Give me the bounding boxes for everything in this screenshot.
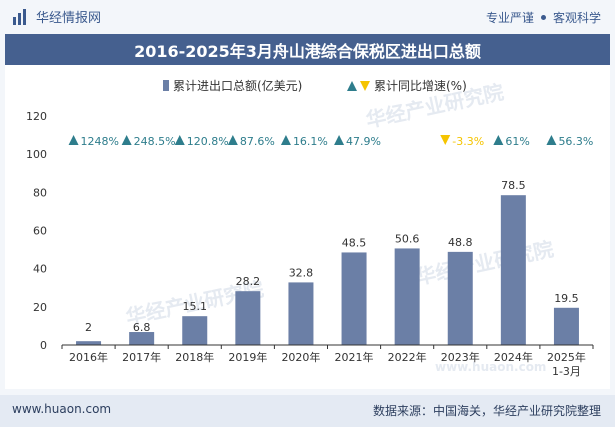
bar bbox=[553, 307, 579, 345]
y-tick-label: 0 bbox=[40, 339, 47, 352]
growth-label: 87.6% bbox=[240, 135, 275, 148]
bar-value-label: 2 bbox=[85, 321, 92, 334]
bar-value-label: 15.1 bbox=[183, 300, 208, 313]
footer-url[interactable]: www.huaon.com bbox=[12, 402, 112, 416]
growth-down-triangle-icon bbox=[440, 135, 451, 145]
bar bbox=[182, 316, 208, 345]
bar-value-label: 48.8 bbox=[448, 236, 473, 249]
bar bbox=[288, 282, 314, 345]
y-tick-label: 40 bbox=[33, 263, 47, 276]
x-tick-label: 2019年 bbox=[228, 350, 267, 364]
x-axis: 2016年 2017年 2018年 2019年 2020年 2021年 2022年 2023年… bbox=[61, 344, 594, 378]
y-tick-label: 80 bbox=[33, 186, 47, 199]
bar bbox=[235, 291, 261, 345]
bar bbox=[76, 341, 102, 345]
bar bbox=[500, 195, 526, 345]
growth-up-triangle-icon bbox=[121, 135, 132, 145]
growth-label: -3.3% bbox=[452, 135, 484, 148]
bar bbox=[447, 251, 473, 345]
legend-bar-label: 累计进出口总额(亿美元) bbox=[173, 78, 302, 93]
y-tick-label: 20 bbox=[33, 301, 47, 314]
bar-value-label: 48.5 bbox=[342, 236, 367, 249]
footer-source: 数据来源：中国海关，华经产业研究院整理 bbox=[372, 404, 601, 418]
bar-value-label: 28.2 bbox=[236, 275, 261, 288]
growth-label: 248.5% bbox=[134, 135, 176, 148]
x-tick-label: 1-3月 bbox=[552, 365, 581, 378]
y-tick-label: 100 bbox=[26, 148, 47, 161]
growth-up-triangle-icon bbox=[68, 135, 79, 145]
growth-up-triangle-icon bbox=[227, 135, 238, 145]
growth-up-triangle-icon bbox=[280, 135, 291, 145]
x-tick-label: 2017年 bbox=[122, 350, 161, 364]
legend: 累计进出口总额(亿美元) 累计同比增速(%) bbox=[163, 78, 467, 93]
x-tick-label: 2021年 bbox=[335, 350, 374, 364]
tagline-right: 客观科学 bbox=[552, 11, 601, 25]
legend-growth-label: 累计同比增速(%) bbox=[374, 79, 467, 93]
growth-up-triangle-icon bbox=[546, 135, 557, 145]
growth-label: 56.3% bbox=[558, 135, 593, 148]
x-tick-label: 2025年 bbox=[547, 350, 586, 364]
growth-label: 120.8% bbox=[187, 135, 229, 148]
growth-label: 61% bbox=[505, 135, 529, 148]
tagline-dot-icon bbox=[540, 15, 546, 20]
legend-bar-swatch bbox=[163, 80, 169, 91]
bar-value-label: 19.5 bbox=[554, 292, 579, 305]
chart-svg: 华经产业研究院 华经产业研究院 华经产业研究院 www.huaon.com 累计… bbox=[26, 78, 594, 378]
tagline-left: 专业严谨 bbox=[485, 11, 534, 25]
top-bar: 华经情报网 专业严谨 客观科学 bbox=[0, 0, 615, 34]
y-tick-label: 120 bbox=[26, 110, 47, 123]
x-tick-label: 2022年 bbox=[388, 350, 427, 364]
growth-label: 16.1% bbox=[293, 135, 328, 148]
bar bbox=[394, 248, 420, 345]
bar-value-label: 50.6 bbox=[395, 232, 420, 245]
footer: www.huaon.com 数据来源：中国海关，华经产业研究院整理 bbox=[0, 395, 615, 427]
chart-area: 华经产业研究院 华经产业研究院 华经产业研究院 www.huaon.com 累计… bbox=[5, 65, 610, 389]
y-axis: 0 20 40 60 80 100 120 bbox=[26, 110, 47, 352]
bars bbox=[76, 195, 579, 345]
chart-title: 2016-2025年3月舟山港综合保税区进出口总额 bbox=[5, 34, 610, 65]
bar-value-label: 78.5 bbox=[501, 179, 526, 192]
legend-up-triangle-icon bbox=[347, 81, 357, 91]
bar-value-label: 32.8 bbox=[289, 266, 314, 279]
growth-up-triangle-icon bbox=[493, 135, 504, 145]
tagline: 专业严谨 客观科学 bbox=[486, 9, 601, 26]
growth-up-triangle-icon bbox=[334, 135, 345, 145]
brand-logo-icon bbox=[13, 8, 26, 25]
growth-label: 47.9% bbox=[346, 135, 381, 148]
brand[interactable]: 华经情报网 bbox=[12, 7, 101, 26]
growth-markers: 1248% 248.5% 120.8% 87.6% 16.1% 47.9% -3.3% 61%… bbox=[68, 135, 593, 148]
x-tick-label: 2018年 bbox=[175, 350, 214, 364]
x-tick-label: 2023年 bbox=[441, 350, 480, 364]
watermark-text: 华经产业研究院 bbox=[414, 237, 556, 290]
bar-labels: 2 6.8 15.1 28.2 32.8 48.5 50.6 48.8 78.5 19.5 bbox=[85, 179, 579, 334]
watermark-url: www.huaon.com bbox=[435, 360, 546, 374]
x-tick-label: 2024年 bbox=[494, 350, 533, 364]
legend-down-triangle-icon bbox=[360, 81, 370, 91]
brand-name: 华经情报网 bbox=[36, 11, 102, 26]
bar bbox=[129, 332, 155, 345]
x-tick-label: 2020年 bbox=[281, 350, 320, 364]
x-tick-label: 2016年 bbox=[69, 350, 108, 364]
bar-value-label: 6.8 bbox=[133, 321, 151, 334]
bar bbox=[341, 252, 367, 345]
growth-label: 1248% bbox=[81, 135, 119, 148]
growth-up-triangle-icon bbox=[174, 135, 185, 145]
y-tick-label: 60 bbox=[33, 225, 47, 238]
